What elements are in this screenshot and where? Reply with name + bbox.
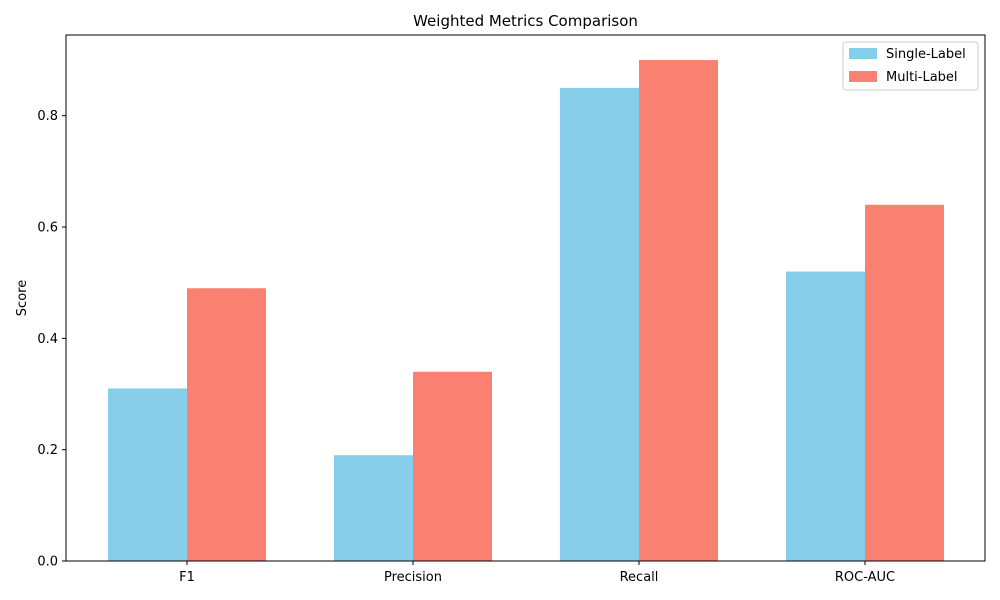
- legend: Single-Label Multi-Label: [842, 41, 979, 91]
- y-tick-label: 0.8: [37, 109, 58, 124]
- x-tick-label: Precision: [384, 570, 442, 585]
- bar-single-label-roc-auc: [786, 271, 865, 561]
- legend-swatch: [849, 48, 877, 59]
- bar-single-label-f1: [108, 388, 187, 561]
- bar-multi-label-recall: [639, 60, 718, 562]
- legend-swatch: [849, 71, 877, 82]
- y-tick-label: 0.6: [37, 221, 58, 236]
- x-tick-label: ROC-AUC: [835, 570, 895, 585]
- y-axis-ticks: 0.0 0.2 0.4 0.6 0.8: [37, 109, 66, 570]
- bar-multi-label-precision: [413, 371, 492, 561]
- bar-single-label-precision: [334, 455, 413, 561]
- bar-multi-label-f1: [187, 288, 266, 561]
- legend-label: Single-Label: [886, 47, 966, 62]
- bar-single-label-recall: [560, 87, 639, 562]
- plot-frame: [65, 34, 986, 562]
- y-tick-label: 0.4: [37, 332, 58, 347]
- legend-label: Multi-Label: [886, 70, 958, 85]
- bars-layer: [108, 60, 944, 562]
- y-tick-label: 0.2: [37, 443, 58, 458]
- chart-title: Weighted Metrics Comparison: [413, 12, 638, 30]
- y-axis-label: Score: [15, 280, 30, 316]
- x-axis-ticks: F1 Precision Recall ROC-AUC: [179, 561, 895, 585]
- bar-multi-label-roc-auc: [865, 204, 944, 561]
- x-tick-label: F1: [179, 570, 195, 585]
- y-tick-label: 0.0: [37, 555, 58, 570]
- x-tick-label: Recall: [620, 570, 659, 585]
